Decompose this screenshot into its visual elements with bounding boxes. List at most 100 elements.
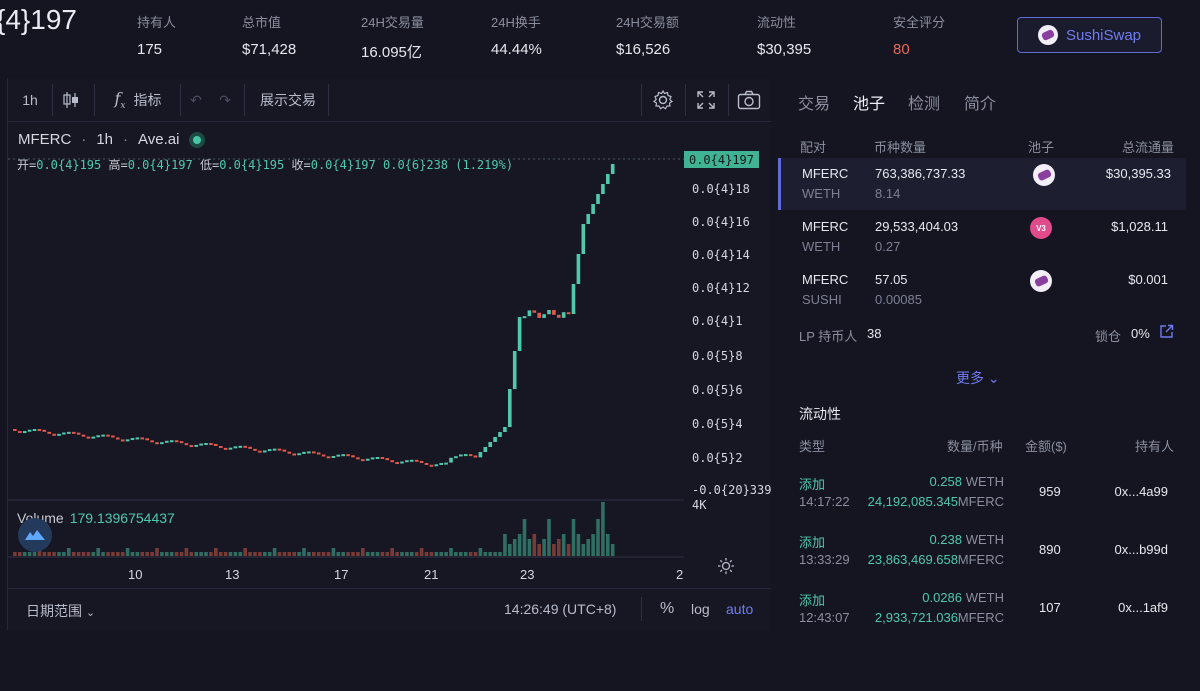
stat-label: 24H换手	[491, 15, 541, 30]
external-link-icon[interactable]	[1159, 324, 1174, 342]
volume-bar	[473, 552, 478, 556]
candle	[86, 436, 91, 439]
date-range-dropdown[interactable]: 日期范围 ⌄	[26, 601, 95, 621]
candle	[537, 312, 541, 318]
more-pools-button[interactable]: 更多 ⌄	[956, 368, 1000, 388]
low-label: 低=	[200, 158, 220, 172]
liquidity-row[interactable]: 添加 14:17:22 0.258 WETH 24,192,085.345 MFERC 9…	[778, 474, 1186, 520]
pool-row[interactable]: MFERC WETH 29,533,404.03 0.27 V3 $1,028.…	[778, 211, 1186, 263]
pool-pair: MFERC	[802, 272, 849, 287]
pool-row[interactable]: MFERC WETH 763,386,737.33 8.14 $30,395.3…	[778, 158, 1186, 210]
liq-amount-2: 24,192,085.345	[867, 494, 958, 509]
candle	[37, 429, 42, 432]
candle	[527, 310, 532, 317]
candle	[326, 456, 331, 459]
candle	[272, 448, 277, 451]
x-tick: 2	[676, 567, 684, 582]
volume-bar	[331, 548, 336, 556]
sushiswap-label: SushiSwap	[1065, 26, 1142, 44]
y-tick: 0.0{4}1	[692, 314, 743, 328]
indicators-button[interactable]: fx 指标	[103, 78, 173, 122]
price-chart[interactable]	[8, 122, 684, 588]
axis-settings-icon[interactable]	[714, 554, 738, 578]
volume-bar	[385, 552, 390, 556]
stat-label: 总市值	[242, 15, 282, 30]
liq-type: 添加	[799, 593, 826, 608]
volume-bar	[356, 552, 360, 556]
interval-selector[interactable]: 1h	[22, 92, 38, 108]
candle	[111, 435, 115, 438]
pool-quote-amount: 0.00085	[875, 292, 922, 307]
candle	[483, 447, 488, 452]
volume-bar	[591, 534, 595, 556]
percent-scale-toggle[interactable]: %	[660, 600, 675, 617]
volume-bar	[169, 552, 174, 556]
liquidity-row[interactable]: 添加 12:43:07 0.0286 WETH 2,933,721.036 MFERC 1…	[778, 590, 1186, 636]
liq-token-1: WETH	[965, 532, 1004, 547]
candle	[581, 224, 586, 254]
chart-toolbar: 1h fx 指标 ↶ ↷ 展示交易	[8, 78, 771, 122]
tab-pools[interactable]: 池子	[853, 96, 886, 113]
tab-trades[interactable]: 交易	[798, 96, 831, 113]
settings-gear-icon[interactable]	[649, 78, 677, 122]
pool-header-pool: 池子	[1028, 140, 1055, 155]
redo-icon[interactable]: ↷	[219, 91, 231, 108]
liq-type: 添加	[799, 477, 826, 492]
timezone-clock[interactable]: 14:26:49 (UTC+8)	[504, 601, 617, 617]
right-panel: 交易 池子 检测 简介 配对 币种数量 池子 总流通量 MFERC WETH 7…	[778, 78, 1192, 638]
volume-bar	[552, 544, 556, 556]
volume-bar	[194, 552, 198, 556]
candle	[522, 316, 527, 319]
volume-bar	[601, 502, 605, 556]
volume-bar	[410, 552, 414, 556]
candle-type-icon[interactable]	[58, 78, 84, 122]
candle	[165, 440, 169, 443]
liq-amount-1: 0.0286	[922, 590, 962, 605]
volume-bar	[380, 552, 385, 556]
volume-bar	[214, 548, 218, 556]
volume-bar	[361, 548, 365, 556]
liquidity-row[interactable]: 添加 13:33:29 0.238 WETH 23,863,469.658 MFERC 8…	[778, 532, 1186, 578]
candle	[331, 455, 336, 458]
volume-bar	[375, 552, 380, 556]
candle	[395, 461, 399, 464]
candle	[405, 460, 409, 463]
volume-bar	[424, 552, 429, 556]
candle	[42, 429, 47, 432]
candle	[601, 184, 605, 194]
pool-header-pair: 配对	[800, 140, 827, 155]
candle	[174, 440, 179, 443]
undo-icon[interactable]: ↶	[190, 91, 202, 108]
volume-bar	[537, 544, 541, 556]
volume-bar	[184, 548, 189, 556]
volume-bar	[302, 548, 306, 556]
stat-24h-turnover: 24H换手 44.44%	[491, 12, 542, 58]
pool-row[interactable]: MFERC SUSHI 57.05 0.00085 $0.001	[778, 264, 1186, 316]
log-scale-toggle[interactable]: log	[691, 601, 710, 617]
lock-label: 锁仓	[1095, 329, 1122, 344]
auto-scale-toggle[interactable]: auto	[726, 601, 754, 617]
liquidity-title: 流动性	[799, 406, 841, 422]
candle	[346, 454, 350, 457]
volume-bar	[67, 548, 71, 556]
ohlc-legend: 开=0.0{4}195 高=0.0{4}197 低=0.0{4}195 收=0.…	[17, 156, 513, 173]
sushiswap-button[interactable]: SushiSwap	[1017, 17, 1162, 53]
token-header: {4}197 持有人 175 总市值 $71,428 24H交易量 16.095…	[0, 0, 1200, 70]
volume-bar	[155, 548, 159, 556]
fullscreen-icon[interactable]	[693, 78, 719, 122]
liq-header-usd: 金额($)	[1025, 439, 1067, 454]
show-trades-button[interactable]: 展示交易	[260, 92, 316, 108]
tab-intro[interactable]: 简介	[964, 96, 997, 113]
tab-check[interactable]: 检测	[908, 96, 941, 113]
liq-usd: 959	[1039, 484, 1061, 499]
volume-bar	[498, 552, 502, 556]
candle	[532, 310, 537, 313]
camera-icon[interactable]	[735, 78, 763, 122]
volume-bar	[267, 552, 272, 556]
volume-bar	[13, 552, 17, 556]
sushiswap-logo-icon	[1037, 25, 1058, 45]
ave-logo-icon	[18, 518, 52, 552]
liq-type: 添加	[799, 535, 826, 550]
candle	[351, 455, 355, 458]
volume-bar	[253, 552, 257, 556]
